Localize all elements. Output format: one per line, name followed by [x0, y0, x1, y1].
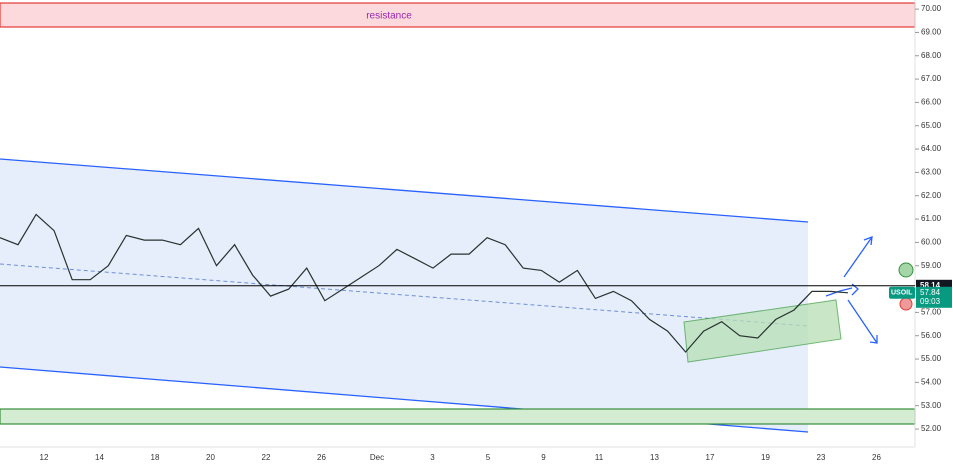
- y-tick-label: 68.00: [921, 51, 942, 60]
- x-tick-label: 5: [486, 453, 491, 462]
- y-tick-label: 62.00: [921, 191, 942, 200]
- x-tick-label: 22: [262, 453, 271, 462]
- y-tick-label: 67.00: [921, 74, 942, 83]
- x-tick-label: 17: [706, 453, 715, 462]
- x-tick-label: 9: [541, 453, 546, 462]
- zone-label: resistance: [366, 11, 412, 22]
- symbol-tag: [889, 286, 915, 299]
- x-tick-label: 20: [206, 453, 215, 462]
- symbol-label: USOIL: [891, 290, 913, 297]
- channel-fill: [0, 159, 808, 432]
- resistance-zone: [0, 2, 916, 28]
- x-tick-label: 26: [872, 453, 881, 462]
- circle-down: [899, 297, 913, 311]
- x-tick-label: 23: [817, 453, 826, 462]
- x-tick-label: Dec: [370, 453, 384, 462]
- y-tick-label: 54.00: [921, 377, 942, 386]
- dynamic: 52.0053.0054.0055.0056.0057.0058.0059.00…: [0, 4, 952, 462]
- y-tick-label: 65.00: [921, 121, 942, 130]
- support-zone: [0, 408, 916, 425]
- y-tick-label: 56.00: [921, 331, 942, 340]
- x-tick-label: 14: [95, 453, 104, 462]
- y-tick-label: 57.00: [921, 307, 942, 316]
- y-tick-label: 53.00: [921, 401, 942, 410]
- arrow-up: [843, 236, 873, 278]
- y-tick-label: 61.00: [921, 214, 942, 223]
- y-tick-label: 70.00: [921, 4, 942, 13]
- arrow-down: [847, 299, 878, 344]
- y-tick-label: 66.00: [921, 98, 942, 107]
- y-tick-label: 63.00: [921, 168, 942, 177]
- flag-box: [683, 299, 842, 363]
- y-tick-label: 52.00: [921, 424, 942, 433]
- current-price-tag: [916, 286, 952, 308]
- channel-upper: [0, 158, 809, 223]
- x-tick-label: 11: [595, 453, 604, 462]
- x-tick-label: 12: [40, 453, 49, 462]
- x-tick-label: 26: [317, 453, 326, 462]
- y-tick-label: 55.00: [921, 354, 942, 363]
- last-price-label: 58.14: [920, 281, 941, 290]
- channel-mid: [0, 263, 809, 327]
- x-tick-label: 3: [430, 453, 435, 462]
- x-tick-label: 19: [761, 453, 770, 462]
- y-tick-label: 69.00: [921, 28, 942, 37]
- y-tick-label: 64.00: [921, 144, 942, 153]
- countdown: 09:03: [920, 297, 941, 306]
- x-tick-label: 18: [151, 453, 160, 462]
- y-tick-label: 59.00: [921, 261, 942, 270]
- current-price-label: 57.84: [920, 288, 941, 297]
- arrow-head: [863, 236, 873, 246]
- y-tick-label: 60.00: [921, 238, 942, 247]
- price-line: [0, 213, 849, 353]
- circle-up: [898, 262, 914, 278]
- arrow-path: [825, 287, 853, 297]
- x-tick-label: 13: [650, 453, 659, 462]
- arrow-head: [869, 335, 878, 344]
